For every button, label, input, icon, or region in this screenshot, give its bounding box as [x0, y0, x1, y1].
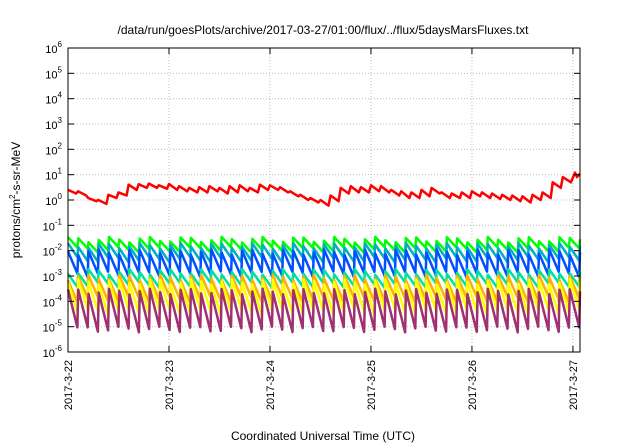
x-axis-label: Coordinated Universal Time (UTC) [231, 429, 415, 443]
x-tick-label: 2017-3-26 [467, 360, 479, 410]
x-tick-label: 2017-3-25 [366, 360, 378, 410]
x-tick-label: 2017-3-23 [164, 360, 176, 410]
y-tick-label: 103 [45, 116, 62, 132]
chart-title: /data/run/goesPlots/archive/2017-03-27/0… [118, 23, 530, 37]
series-line [66, 287, 582, 334]
series-line [66, 248, 582, 279]
y-tick-label: 10-3 [43, 268, 63, 284]
x-tick-label: 2017-3-24 [265, 360, 277, 410]
y-tick-label: 101 [45, 167, 62, 183]
y-tick-label: 10-5 [43, 319, 63, 335]
y-tick-label: 100 [45, 192, 62, 208]
y-tick-label: 10-1 [43, 217, 63, 233]
series-line [67, 171, 581, 207]
x-tick-label: 2017-3-27 [568, 360, 580, 410]
x-tick-label: 2017-3-22 [63, 360, 75, 410]
y-tick-label: 102 [45, 141, 62, 157]
y-tick-label: 106 [45, 40, 62, 56]
series-layer [66, 171, 582, 334]
y-axis-label: protons/cm2-s-sr-MeV [8, 142, 23, 258]
y-tick-label: 104 [45, 91, 62, 107]
y-tick-label: 10-6 [43, 344, 63, 360]
y-tick-label: 105 [45, 65, 62, 81]
y-tick-label: 10-4 [43, 293, 63, 309]
x-axis-ticks: 2017-3-22 2017-3-23 2017-3-24 2017-3-25 2017… [63, 48, 580, 410]
y-tick-label: 10-2 [43, 243, 63, 259]
series-line [67, 235, 582, 255]
y-axis-ticks: 10-6 10-5 10-4 10-3 10-2 10-1 100 101 102 103 104 1… [43, 40, 580, 360]
